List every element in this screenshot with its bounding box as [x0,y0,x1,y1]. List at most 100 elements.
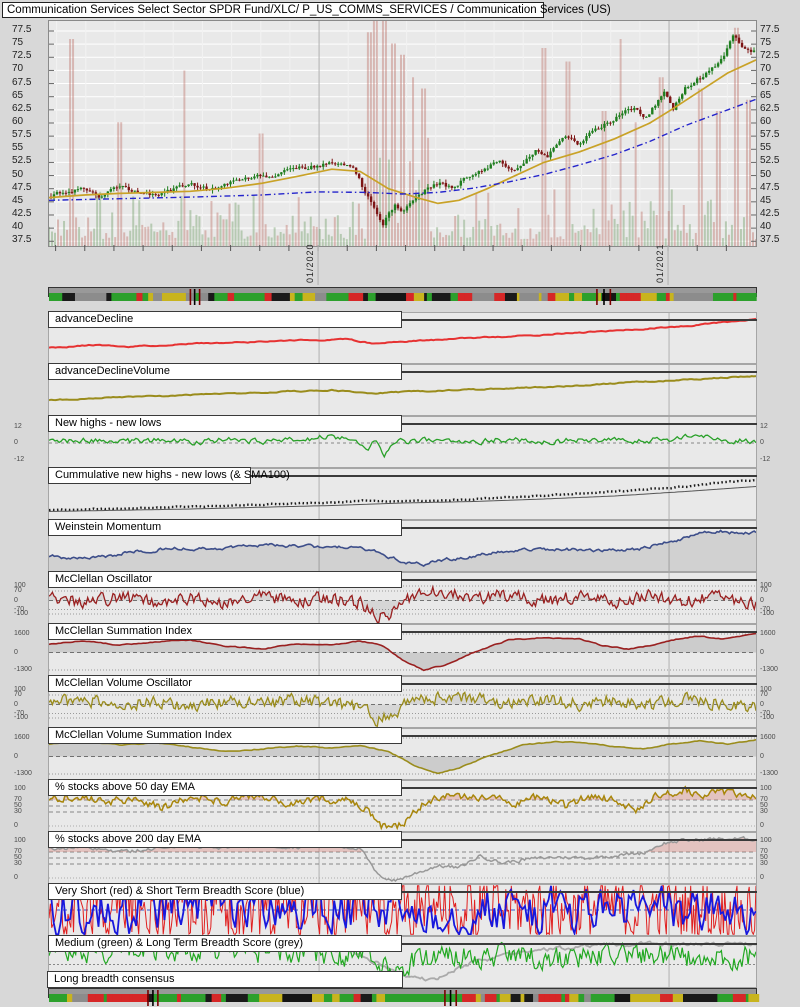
panel-axis-label-right: 100 [760,582,772,589]
price-axis-label-right: 50 [760,168,772,180]
panel-label-box-long-breadth-consensus[interactable]: Long breadth consensus [47,971,403,988]
panel-label-box-new-highs-new-lows[interactable]: New highs - new lows [48,415,402,432]
panel-label-box-mcclellan-volume-summation[interactable]: McClellan Volume Summation Index [48,727,402,744]
panel-axis-label-left: 30 [14,808,22,815]
price-axis-label-left: 57.5 [12,129,32,141]
panel-axis-label-right: 0 [760,822,764,829]
price-axis-label-right: 72.5 [760,50,780,62]
panel-axis-label-left: -100 [14,610,29,617]
panel-axis-label-right: 30 [760,808,768,815]
panel-axis-label-left: 0 [14,700,18,708]
panel-label-box-mcclellan-oscillator[interactable]: McClellan Oscillator [48,571,402,588]
panel-axis-label-right: 100 [760,784,772,792]
panel-cumulative-new-highs: Cummulative new highs - new lows (& SMA1… [48,467,757,520]
price-axis-label-right: 47.5 [760,181,780,193]
panel-axis-label-right: -1300 [760,666,778,673]
panel-axis-label-right: 0 [760,439,764,446]
price-axis-label-right: 75 [760,37,772,49]
price-axis-label-right: 57.5 [760,129,780,141]
panel-axis-label-right: 100 [760,836,772,844]
panel-label-box-mcclellan-volume-oscillator[interactable]: McClellan Volume Oscillator [48,675,402,692]
panel-label-box-advance-decline[interactable]: advanceDecline [48,311,402,328]
date-axis-year-label: 01/2021 [655,243,666,283]
consensus-strip[interactable] [48,988,760,1006]
panel-label-box-cumulative-new-highs[interactable]: Cummulative new highs - new lows (& SMA1… [48,467,290,484]
price-axis-label-left: 45 [12,194,24,206]
panel-label-box-mcclellan-summation[interactable]: McClellan Summation Index [48,623,402,640]
panel-mcclellan-volume-summation: McClellan Volume Summation Index [48,727,757,780]
panel-new-highs-new-lows: New highs - new lows [48,415,757,468]
panel-axis-label-right: -12 [760,455,771,463]
panel-label-box-advance-decline-volume[interactable]: advanceDeclineVolume [48,363,402,380]
price-axis-label-left: 42.5 [12,207,32,219]
market-state-strip-top[interactable] [48,287,757,305]
panel-label-box-weinstein-momentum[interactable]: Weinstein Momentum [48,519,402,536]
panel-axis-label-right: -100 [760,610,775,617]
panel-top-border [401,319,757,321]
panel-advance-decline: advanceDecline [48,311,757,364]
panel-label-box-pct-above-50ema[interactable]: % stocks above 50 day EMA [48,779,402,796]
panel-axis-label-left: 0 [14,874,18,881]
date-axis-year-label: 01/2020 [305,243,316,283]
panel-axis-label-left: 30 [14,860,22,867]
panel-pct-above-200ema: % stocks above 200 day EMA [48,831,757,884]
panel-axis-label-left: 12 [14,423,22,430]
panel-axis-label-left: -1300 [14,666,32,673]
price-axis-label-left: 72.5 [12,50,32,62]
date-axis [48,245,755,285]
panel-axis-label-right: 0 [760,648,764,656]
panel-top-border [401,631,757,633]
panel-top-border [401,371,757,373]
panel-axis-label-left: 100 [14,686,26,693]
panel-axis-label-right: 12 [760,423,768,430]
panel-axis-label-left: 70 [14,587,22,594]
panel-weinstein-momentum: Weinstein Momentum [48,519,757,572]
panel-label-box-breadth-short[interactable]: Very Short (red) & Short Term Breadth Sc… [48,883,402,900]
price-axis-label-left: 67.5 [12,76,32,88]
price-axis-label-right: 45 [760,194,772,206]
panel-axis-label-left: 100 [14,836,26,844]
panel-axis-label-right: 0 [760,752,764,760]
panel-axis-label-right: 0 [760,874,764,881]
panel-axis-label-left: 1600 [14,630,30,637]
price-axis-label-right: 40 [760,221,772,233]
price-axis-label-left: 77.5 [12,23,32,35]
panel-axis-label-left: -100 [14,714,29,721]
price-axis-label-right: 65 [760,89,772,101]
panel-axis-label-left: 100 [14,582,26,589]
panel-top-border [401,423,757,425]
panel-plot-cumulative-new-highs[interactable] [49,469,756,519]
panel-axis-label-left: -12 [14,455,25,463]
panel-breadth-short: Very Short (red) & Short Term Breadth Sc… [48,883,757,936]
main-price-chart[interactable] [48,20,757,247]
panel-top-border [401,839,757,841]
panel-axis-label-right: 50 [760,802,768,809]
panel-axis-label-right: 50 [760,854,768,861]
price-axis-label-left: 55 [12,142,24,154]
panel-pct-above-50ema: % stocks above 50 day EMA [48,779,757,832]
panel-label-box-breadth-medium-long[interactable]: Medium (green) & Long Term Breadth Score… [48,935,402,952]
panel-label-box-pct-above-200ema[interactable]: % stocks above 200 day EMA [48,831,402,848]
panel-top-border [401,579,757,581]
panel-axis-label-left: 0 [14,439,18,446]
price-axis-label-left: 62.5 [12,102,32,114]
panel-top-border [401,787,757,789]
panel-axis-label-right: -1300 [760,770,778,777]
price-axis-label-left: 52.5 [12,155,32,167]
price-axis-label-right: 70 [760,63,772,75]
panel-axis-label-right: 30 [760,860,768,867]
panel-axis-label-right: 1600 [760,630,776,637]
panel-advance-decline-volume: advanceDeclineVolume [48,363,757,416]
panel-axis-label-right: -70 [760,605,771,613]
panel-axis-label-right: -70 [760,709,771,717]
panel-axis-label-left: 70 [14,848,22,855]
panel-axis-label-left: 50 [14,854,22,861]
price-axis-label-right: 42.5 [760,207,780,219]
panel-top-border [401,683,757,685]
panel-axis-label-left: 70 [14,796,22,803]
price-axis-label-left: 37.5 [12,234,32,246]
panel-top-border [250,475,757,477]
price-axis-label-left: 40 [12,221,24,233]
panel-axis-label-right: 70 [760,848,768,855]
